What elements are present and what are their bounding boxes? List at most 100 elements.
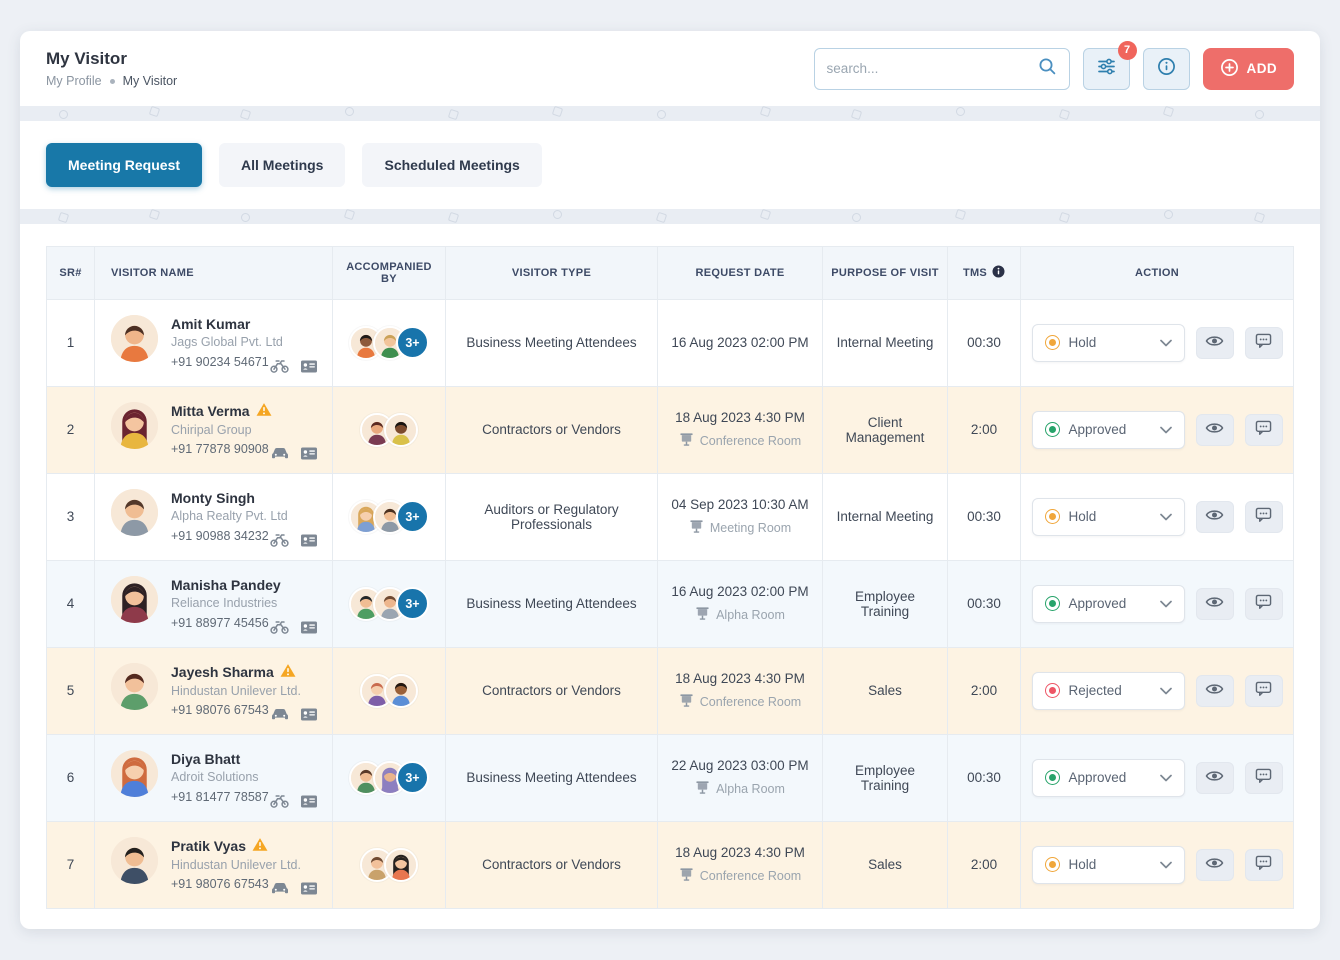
status-select[interactable]: Hold xyxy=(1031,497,1185,536)
view-button[interactable] xyxy=(1195,848,1234,881)
status-dot-icon xyxy=(1044,335,1060,351)
request-date: 16 Aug 2023 02:00 PM xyxy=(671,583,809,599)
more-companions-badge[interactable]: 3+ xyxy=(396,500,429,534)
action-cell: Approved xyxy=(1020,559,1294,648)
visitor-cell: Monty Singh Alpha Realty Pvt. Ltd +91 90… xyxy=(94,472,333,561)
bike-icon xyxy=(270,620,289,637)
comment-button[interactable] xyxy=(1244,761,1283,794)
bike-icon xyxy=(270,533,289,550)
room-name: Conference Room xyxy=(699,433,802,448)
tms-cell: 00:30 xyxy=(947,733,1021,822)
status-select[interactable]: Rejected xyxy=(1031,671,1185,710)
room-name: Meeting Room xyxy=(709,520,792,535)
view-button[interactable] xyxy=(1195,326,1234,359)
info-button[interactable] xyxy=(1142,47,1190,90)
tab-meeting-request[interactable]: Meeting Request xyxy=(46,143,203,188)
filter-button[interactable]: 7 xyxy=(1082,40,1137,90)
tab-all-meetings[interactable]: All Meetings xyxy=(219,143,346,188)
visitor-info: Manisha Pandey Reliance Industries +91 8… xyxy=(171,576,281,632)
status-label: Approved xyxy=(1068,770,1127,786)
chevron-down-icon xyxy=(1159,335,1172,350)
eye-icon xyxy=(1205,595,1224,612)
warning-icon xyxy=(256,402,272,421)
breadcrumb-current: My Visitor xyxy=(122,74,178,89)
more-companions-badge[interactable]: 3+ xyxy=(396,587,429,621)
title-block: My Visitor My Profile My Visitor xyxy=(46,49,177,88)
col-accompanied-by: ACCOMPANIED BY xyxy=(332,245,446,300)
col-request-date: REQUEST DATE xyxy=(657,245,823,300)
accompanied-cell xyxy=(332,385,446,474)
plus-circle-icon xyxy=(1220,58,1239,80)
filter-count-badge: 7 xyxy=(1117,40,1137,60)
status-select[interactable]: Hold xyxy=(1031,323,1185,362)
view-button[interactable] xyxy=(1195,587,1234,620)
avatar xyxy=(111,576,158,624)
breadcrumb: My Profile My Visitor xyxy=(46,74,177,88)
visitor-cell: Amit Kumar Jags Global Pvt. Ltd +91 9023… xyxy=(94,298,333,387)
table-header-row: SR# VISITOR NAME ACCOMPANIED BY VISITOR … xyxy=(46,245,1294,300)
status-select[interactable]: Approved xyxy=(1031,758,1185,797)
comment-button[interactable] xyxy=(1244,587,1283,620)
tms-cell: 2:00 xyxy=(947,385,1021,474)
tabs-bar: Meeting Request All Meetings Scheduled Mee… xyxy=(20,121,1320,209)
comment-button[interactable] xyxy=(1244,500,1283,533)
eye-icon xyxy=(1205,682,1224,699)
comment-button[interactable] xyxy=(1244,326,1283,359)
projector-screen-icon xyxy=(695,606,710,624)
visitor-table-body: 1 Amit Kumar Jags Global Pvt. Ltd +91 90… xyxy=(46,298,1294,909)
companion-avatar xyxy=(384,847,418,882)
col-visitor-name: VISITOR NAME xyxy=(94,245,333,300)
table-row: 5 Jayesh Sharma Hindustan Unilever Ltd. … xyxy=(46,646,1294,735)
view-button[interactable] xyxy=(1195,413,1234,446)
comment-button[interactable] xyxy=(1244,848,1283,881)
view-button[interactable] xyxy=(1195,761,1234,794)
table-row: 2 Mitta Verma Chiripal Group +91 77878 9… xyxy=(46,385,1294,474)
tms-cell: 2:00 xyxy=(947,646,1021,735)
visitor-phone: +91 90234 54671 xyxy=(171,354,269,369)
meeting-room: Conference Room xyxy=(679,867,801,885)
companions: 3+ xyxy=(341,325,437,360)
visitor-company: Hindustan Unilever Ltd. xyxy=(171,857,301,872)
view-button[interactable] xyxy=(1195,500,1234,533)
page-header: My Visitor My Profile My Visitor 7 xyxy=(20,31,1320,106)
visitor-table: SR# VISITOR NAME ACCOMPANIED BY VISITOR … xyxy=(46,245,1294,909)
avatar xyxy=(111,750,158,798)
comment-button[interactable] xyxy=(1244,413,1283,446)
visitor-company: Adroit Solutions xyxy=(171,770,259,785)
search-input[interactable] xyxy=(826,61,1038,77)
status-select[interactable]: Approved xyxy=(1031,410,1185,449)
tms-info-icon[interactable] xyxy=(992,265,1005,281)
accompanied-cell: 3+ xyxy=(332,733,446,822)
header-toolbar: 7 ADD xyxy=(813,40,1294,90)
visitor-phone: +91 98076 67543 xyxy=(171,877,269,892)
more-companions-badge[interactable]: 3+ xyxy=(396,326,429,360)
bike-icon xyxy=(270,794,289,811)
action-cell: Hold xyxy=(1020,472,1294,561)
visitor-name: Diya Bhatt xyxy=(171,751,241,768)
tab-scheduled-meetings[interactable]: Scheduled Meetings xyxy=(362,143,542,188)
view-button[interactable] xyxy=(1195,674,1234,707)
status-label: Approved xyxy=(1068,596,1127,612)
comment-button[interactable] xyxy=(1244,674,1283,707)
visitor-info: Monty Singh Alpha Realty Pvt. Ltd +91 90… xyxy=(171,489,288,545)
chevron-down-icon xyxy=(1159,509,1172,524)
companion-avatar xyxy=(384,673,418,708)
breadcrumb-separator-dot xyxy=(109,78,115,84)
comment-icon xyxy=(1255,594,1272,613)
sr-cell: 1 xyxy=(46,298,95,387)
room-name: Alpha Room xyxy=(716,781,785,796)
decorative-band-bottom xyxy=(20,209,1320,224)
breadcrumb-parent[interactable]: My Profile xyxy=(46,74,102,89)
status-select[interactable]: Hold xyxy=(1031,845,1185,884)
id-card-icon xyxy=(300,620,318,638)
visitor-info: Mitta Verma Chiripal Group +91 77878 909… xyxy=(171,402,272,459)
more-companions-badge[interactable]: 3+ xyxy=(396,761,429,795)
visitor-info: Pratik Vyas Hindustan Unilever Ltd. +91 … xyxy=(171,837,301,894)
table-row: 4 Manisha Pandey Reliance Industries +91… xyxy=(46,559,1294,648)
projector-screen-icon xyxy=(679,867,694,885)
companions: 3+ xyxy=(341,760,437,795)
status-select[interactable]: Approved xyxy=(1031,584,1185,623)
col-purpose: PURPOSE OF VISIT xyxy=(822,245,948,300)
accompanied-cell xyxy=(332,820,446,909)
add-button[interactable]: ADD xyxy=(1202,47,1294,90)
